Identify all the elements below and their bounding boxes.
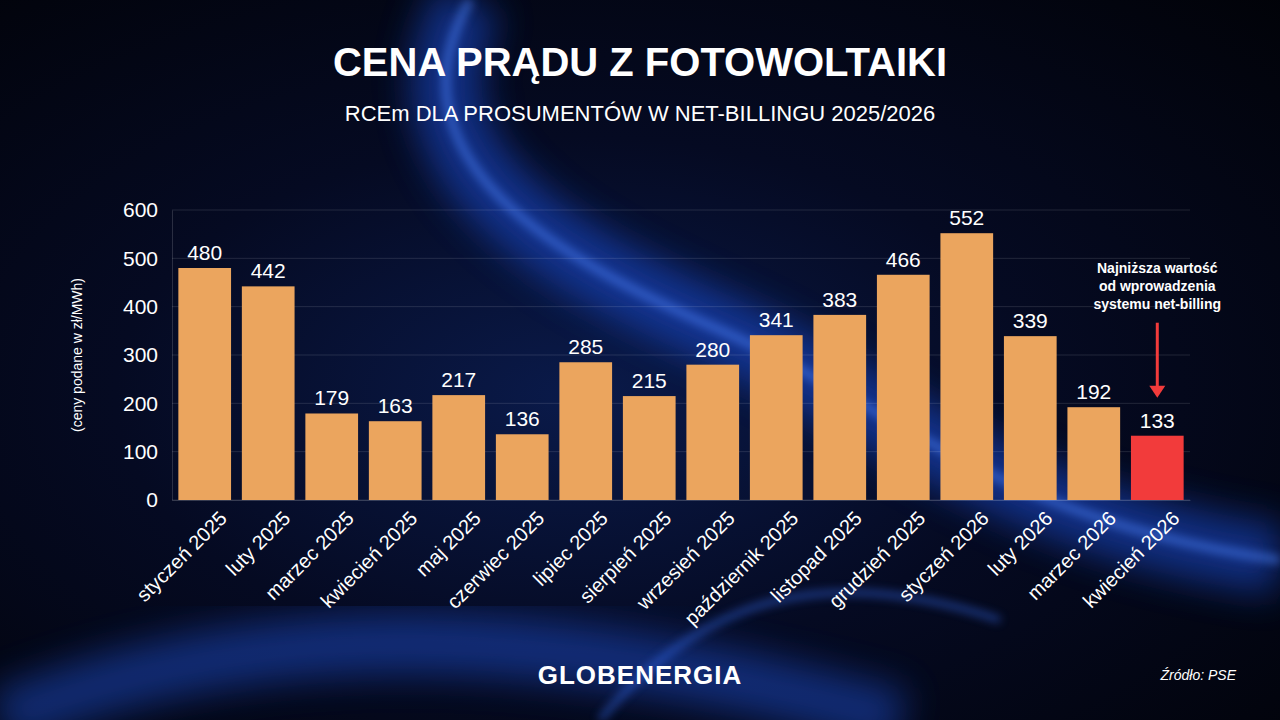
bar [242,286,295,500]
x-tick-label: kwiecień 2026 [1078,507,1183,612]
source: Źródło: PSE [1160,667,1237,683]
annotation-text: Najniższa wartość [1097,260,1218,276]
bar [623,396,676,500]
y-tick-label: 600 [123,198,158,221]
y-tick-label: 400 [123,295,158,318]
y-tick-label: 500 [123,247,158,270]
annotation-text: systemu net-billing [1094,296,1222,312]
bar [559,362,612,500]
y-tick: 400 [123,295,172,318]
bars [178,233,1183,500]
chart: CENA PRĄDU Z FOTOWOLTAIKI RCEm DLA PROSUM… [0,0,1280,720]
bar [1131,436,1184,500]
x-tick: kwiecień 2025 [316,500,421,612]
y-tick-label: 300 [123,343,158,366]
x-tick-label: styczeń 2026 [894,507,993,606]
x-tick: kwiecień 2026 [1078,500,1183,612]
x-tick-label: październik 2025 [680,507,802,629]
data-label: 179 [314,386,349,409]
y-tick: 200 [123,392,172,415]
subtitle: RCEm DLA PROSUMENTÓW W NET-BILLINGU 2025… [345,101,936,126]
data-label: 280 [695,338,730,361]
data-label: 552 [949,206,984,229]
bar [940,233,993,500]
grid-line [172,210,1190,211]
background-swirl [0,0,1280,720]
annotation-arrow-head [1149,386,1165,398]
x-tick: styczeń 2026 [894,500,993,606]
bar [686,365,739,500]
data-label: 339 [1013,309,1048,332]
y-tick-label: 200 [123,392,158,415]
bar [877,275,930,500]
bar [1067,407,1120,500]
x-tick-label: styczeń 2025 [132,507,231,606]
swirl-glow-bottom [0,644,900,720]
bar [813,315,866,500]
grid [172,210,1190,500]
data-label: 466 [886,248,921,271]
data-label: 383 [822,288,857,311]
y-tick: 600 [123,198,172,221]
x-tick-label: kwiecień 2025 [316,507,421,612]
data-label: 215 [632,369,667,392]
data-label: 341 [759,308,794,331]
y-axis-title: (ceny podane w zł/MWh) [69,278,85,432]
y-tick-label: 0 [146,488,158,511]
data-labels: 480 442 179 163 217 136 285 215 280 341 383 466 552 3… [187,206,1175,432]
bar [1004,336,1057,500]
data-label: 217 [441,368,476,391]
x-tick: czerwiec 2025 [443,500,549,613]
grid-line [172,258,1190,259]
data-label: 163 [378,394,413,417]
annotation-arrow-line [1156,323,1159,388]
x-tick: październik 2025 [680,500,802,629]
x-axis: styczeń 2025luty 2025marzec 2025kwiecień… [132,500,1190,629]
annotation-text: od wprowadzenia [1099,278,1216,294]
bar [432,395,485,500]
background [0,0,1280,720]
swirl-glow [446,0,1280,560]
annotation: Najniższa wartość od wprowadzenia systemu … [1094,260,1222,398]
bar [369,421,422,500]
swirl-line-bottom [600,592,1000,720]
bar [305,413,358,500]
y-tick-label: 100 [123,440,158,463]
grid-line [172,306,1190,307]
data-label: 192 [1076,380,1111,403]
data-label: 480 [187,241,222,264]
data-label: 285 [568,335,603,358]
y-axis: 0 100 200 300 400 500 600 [123,198,173,511]
x-tick: styczeń 2025 [132,500,231,606]
y-axis-line [172,211,173,501]
y-tick: 500 [123,247,172,270]
bar [750,335,803,500]
x-tick-label: czerwiec 2025 [443,507,549,613]
swirl-line [446,0,1280,560]
data-label: 136 [505,407,540,430]
y-tick: 300 [123,343,172,366]
bar [496,434,549,500]
x-axis-line [173,500,1191,501]
y-tick: 0 [146,488,172,511]
brand: GLOBENERGIA [538,660,743,690]
data-label: 133 [1140,409,1175,432]
y-tick: 100 [123,440,172,463]
title: CENA PRĄDU Z FOTOWOLTAIKI [333,40,947,84]
data-label: 442 [251,259,286,282]
bar [178,268,231,500]
